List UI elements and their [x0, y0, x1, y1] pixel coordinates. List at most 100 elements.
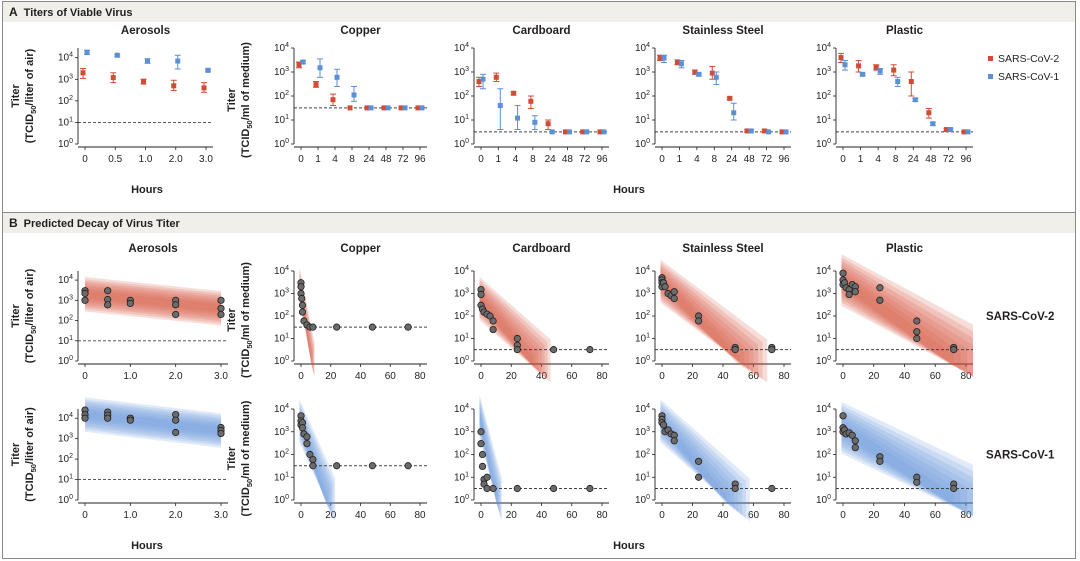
x-tick-label: 40 — [355, 510, 367, 521]
x-tick-label: 2.0 — [169, 371, 183, 382]
y-tick-label: 100 — [274, 355, 289, 367]
data-point — [309, 462, 317, 470]
data-point — [748, 128, 754, 134]
x-tick-label: 40 — [536, 510, 548, 521]
y-tick-label: 102 — [816, 449, 831, 461]
data-point — [838, 55, 844, 61]
data-point — [839, 412, 847, 420]
y-tick-label: 101 — [816, 114, 831, 126]
y-axis: 104 103 102 101 100 — [454, 42, 475, 150]
y-tick-label: 102 — [454, 90, 469, 102]
panel-title: Aerosols — [128, 243, 177, 255]
data-point — [513, 484, 521, 493]
fit-band-layer — [479, 282, 545, 377]
fit-band-layer — [479, 287, 539, 372]
y-tick-label: 104 — [58, 412, 73, 424]
data-point — [303, 440, 311, 448]
y-tick-label: 100 — [274, 138, 289, 150]
fit-band-layer — [841, 257, 973, 377]
y-tick-label: 103 — [58, 73, 73, 85]
data-point — [670, 288, 678, 296]
data-point — [913, 317, 921, 325]
data-point — [670, 437, 678, 445]
data-point — [217, 310, 225, 319]
fit-band-layer — [479, 276, 551, 383]
y-axis: 104 103 102 101 100 — [454, 403, 475, 506]
data-point — [566, 129, 572, 135]
fit-band-layer — [660, 399, 750, 522]
data-point — [601, 129, 607, 135]
data-point — [674, 59, 680, 65]
y-tick-label: 103 — [635, 66, 650, 78]
section-a-title: A Titers of Viable Virus — [9, 5, 133, 19]
data-point — [860, 71, 866, 77]
data-point — [141, 78, 146, 84]
panel-title: Stainless Steel — [682, 243, 763, 255]
data-point — [947, 127, 953, 133]
x-tick-label: 80 — [596, 371, 608, 382]
data-point — [913, 334, 921, 343]
fit-band-layer — [85, 281, 221, 322]
x-tick-label: 24 — [363, 154, 375, 165]
data-point — [696, 71, 702, 77]
x-tick-label: 4 — [513, 154, 519, 165]
x-tick-label: 0 — [840, 371, 846, 382]
data-point — [330, 97, 336, 103]
x-tick-label: 60 — [930, 510, 942, 521]
y-tick-label: 101 — [816, 471, 831, 483]
data-point — [511, 90, 517, 96]
x-tick-label: 96 — [778, 154, 790, 165]
data-point — [913, 328, 921, 336]
data-point — [731, 110, 737, 116]
x-tick-label: 80 — [596, 510, 608, 521]
x-tick-label: 4 — [332, 154, 338, 165]
y-axis-label-line2: (TCID50/liter of air) — [24, 268, 38, 363]
data-point — [172, 301, 180, 309]
data-point — [381, 105, 387, 111]
fit-band-layer — [85, 404, 221, 442]
y-tick-label: 103 — [58, 294, 73, 306]
y-axis-label-line1: Titer — [10, 303, 22, 327]
y-axis: 104 103 102 101 100 — [58, 48, 79, 150]
fit-band-layer — [841, 405, 973, 517]
data-point — [201, 85, 207, 91]
y-tick-label: 103 — [635, 426, 650, 438]
fit-band-layer — [841, 270, 961, 371]
data-point — [297, 283, 305, 291]
data-point — [334, 74, 340, 80]
section-a-header: A Titers of Viable Virus — [3, 2, 1075, 22]
fit-band-layer — [660, 415, 727, 505]
x-tick-label: 0 — [659, 154, 665, 165]
data-point — [483, 484, 491, 493]
fit-band-layer — [299, 402, 334, 519]
y-tick-label: 104 — [274, 42, 289, 54]
x-tick-label: 0.5 — [108, 154, 122, 165]
data-point — [489, 484, 497, 493]
data-point — [172, 416, 180, 424]
data-point — [104, 414, 112, 422]
legend-label: SARS-CoV-2 — [998, 53, 1059, 65]
y-tick-label: 102 — [274, 310, 289, 322]
x-tick-label: 72 — [579, 154, 591, 165]
x-tick-label: 24 — [545, 154, 557, 165]
data-point — [661, 283, 669, 291]
y-tick-label: 103 — [816, 288, 831, 300]
x-tick-label: 20 — [506, 510, 518, 521]
panel-b-cov2-aerosols: Aerosols 0 1.0 2.0 3.0 — [78, 243, 228, 382]
panel-b-surface-xlabel: Hours — [613, 540, 645, 552]
y-tick-label: 102 — [635, 449, 650, 461]
fit-band-layer — [660, 270, 749, 372]
data-point — [768, 484, 776, 493]
data-point — [104, 301, 112, 309]
x-tick-label: 1 — [677, 154, 683, 165]
x-tick-label: 72 — [943, 154, 955, 165]
data-point — [694, 317, 703, 325]
data-point — [104, 287, 112, 295]
data-point — [309, 323, 317, 331]
x-tick-label: 80 — [960, 371, 972, 382]
y-tick-label: 104 — [816, 42, 831, 54]
x-tick-label: 40 — [899, 371, 911, 382]
y-tick-label: 104 — [635, 265, 650, 277]
data-point — [912, 97, 918, 103]
